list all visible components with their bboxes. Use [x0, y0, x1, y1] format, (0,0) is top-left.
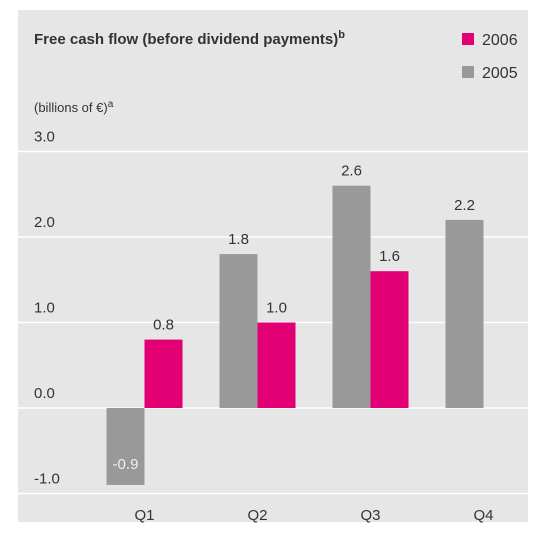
- y-axis-label: (billions of €)a: [34, 99, 114, 115]
- data-label: 0.8: [153, 317, 174, 334]
- bar: [257, 322, 296, 408]
- legend-swatch: [462, 33, 474, 45]
- legend-label: 2006: [482, 32, 518, 49]
- bar: [106, 408, 145, 485]
- chart-title: Free cash flow (before dividend payments…: [34, 29, 345, 48]
- legend-label: 2005: [482, 65, 518, 82]
- data-label: -0.9: [113, 456, 139, 473]
- y-tick-label: 1.0: [34, 300, 55, 317]
- bar: [144, 339, 183, 408]
- data-label: 1.0: [266, 300, 287, 317]
- bar: [332, 185, 371, 408]
- bar: [370, 271, 409, 408]
- data-label: 2.6: [341, 163, 362, 180]
- data-label: 2.2: [454, 197, 475, 214]
- data-label: 1.6: [379, 248, 400, 265]
- y-tick-label: 3.0: [34, 129, 55, 146]
- bar: [445, 219, 484, 408]
- y-label-text: (billions of €): [34, 100, 108, 115]
- bar: [219, 254, 258, 408]
- x-tick-label: Q2: [247, 507, 267, 524]
- x-tick-label: Q4: [473, 507, 493, 524]
- y-tick-label: 0.0: [34, 385, 55, 402]
- title-text: Free cash flow (before dividend payments…: [34, 31, 338, 48]
- y-tick-label: 2.0: [34, 214, 55, 231]
- y-label-note: a: [108, 99, 114, 110]
- data-label: 1.8: [228, 231, 249, 248]
- x-tick-label: Q1: [134, 507, 154, 524]
- y-tick-label: -1.0: [34, 471, 60, 488]
- x-tick-label: Q3: [360, 507, 380, 524]
- title-note: b: [338, 29, 345, 41]
- chart-background: [18, 10, 528, 522]
- legend-swatch: [462, 66, 474, 78]
